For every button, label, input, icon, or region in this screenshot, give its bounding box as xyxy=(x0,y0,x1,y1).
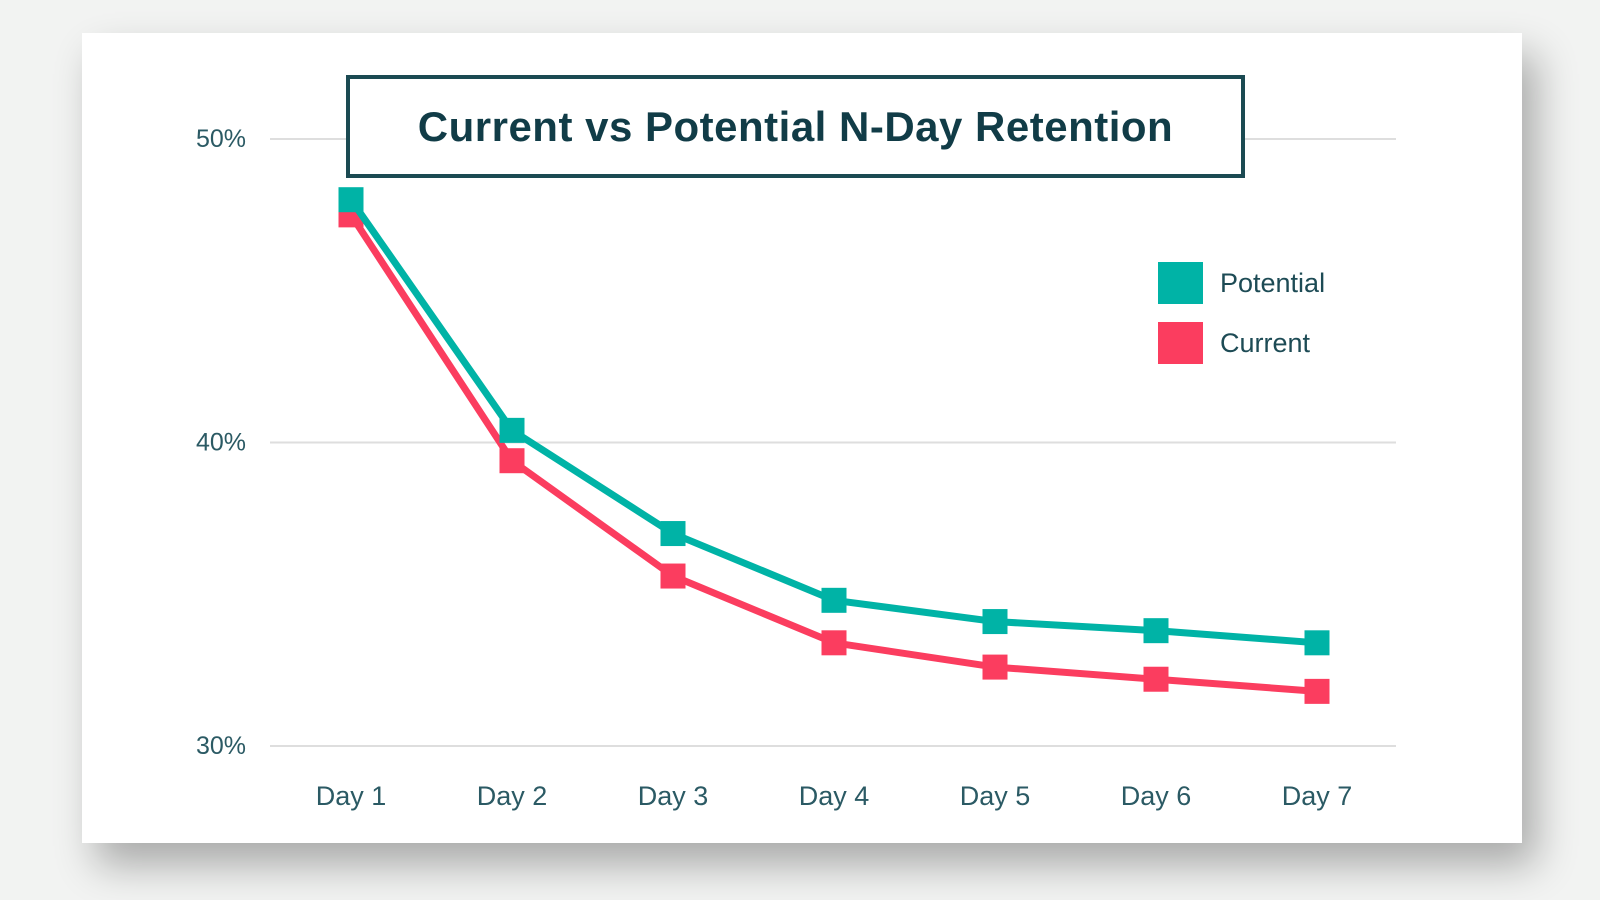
legend-swatch-potential xyxy=(1158,262,1203,304)
y-tick-30: 30% xyxy=(196,732,246,760)
legend-item-potential: Potential xyxy=(1158,262,1325,304)
chart-title: Current vs Potential N-Day Retention xyxy=(417,102,1174,150)
marker-potential-day-7 xyxy=(1304,630,1330,656)
marker-potential-day-6 xyxy=(1143,618,1169,644)
legend-label-current: Current xyxy=(1220,327,1311,358)
marker-current-day-3 xyxy=(660,563,686,589)
marker-potential-day-3 xyxy=(660,521,686,547)
marker-current-day-4 xyxy=(821,630,847,656)
marker-potential-day-2 xyxy=(499,417,525,443)
chart-card: 50% 40% 30% Day 1 Day 2 Day 3 Day 4 Day 5 Day 6 D… xyxy=(82,33,1522,843)
marker-potential-day-4 xyxy=(821,587,847,613)
marker-current-day-2 xyxy=(499,448,525,474)
y-tick-40: 40% xyxy=(196,429,246,457)
legend-item-current: Current xyxy=(1158,322,1325,364)
x-label-day-6: Day 6 xyxy=(1121,781,1192,811)
marker-potential-day-5 xyxy=(982,609,1008,635)
legend-swatch-current xyxy=(1158,322,1203,364)
y-tick-50: 50% xyxy=(196,125,246,153)
x-label-day-5: Day 5 xyxy=(960,781,1031,811)
marker-current-day-7 xyxy=(1304,678,1330,704)
chart-legend: Potential Current xyxy=(1158,262,1325,364)
x-label-day-3: Day 3 xyxy=(638,781,709,811)
chart-title-box: Current vs Potential N-Day Retention xyxy=(346,75,1245,178)
marker-current-day-5 xyxy=(982,654,1008,680)
legend-label-potential: Potential xyxy=(1220,267,1326,298)
x-label-day-2: Day 2 xyxy=(477,781,548,811)
x-label-day-1: Day 1 xyxy=(316,781,387,811)
retention-line-chart: 50% 40% 30% Day 1 Day 2 Day 3 Day 4 Day 5 Day 6 D… xyxy=(196,125,1396,811)
x-label-day-7: Day 7 xyxy=(1282,781,1353,811)
marker-potential-day-1 xyxy=(338,187,364,213)
x-label-day-4: Day 4 xyxy=(799,781,870,811)
marker-current-day-6 xyxy=(1143,666,1169,692)
